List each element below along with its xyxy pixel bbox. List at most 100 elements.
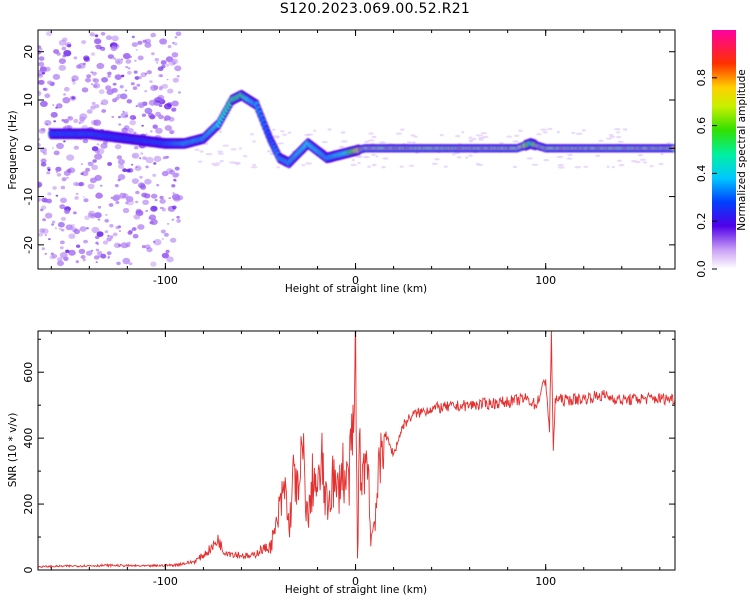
noise-blob bbox=[81, 40, 87, 45]
noise-blob bbox=[157, 66, 164, 72]
noise-blob bbox=[658, 162, 664, 166]
noise-blob bbox=[71, 96, 75, 100]
noise-blob bbox=[153, 155, 162, 162]
spectrogram-x-axis-label: Height of straight line (km) bbox=[285, 283, 427, 295]
noise-blob bbox=[81, 87, 89, 93]
y-tick-label: -20 bbox=[22, 236, 35, 254]
noise-blob bbox=[79, 226, 87, 232]
noise-blob bbox=[82, 258, 86, 262]
noise-blob bbox=[468, 136, 473, 139]
noise-blob bbox=[144, 42, 152, 48]
noise-blob bbox=[637, 154, 643, 157]
noise-blob bbox=[96, 148, 105, 155]
noise-blob bbox=[91, 101, 96, 106]
noise-blob bbox=[153, 162, 157, 165]
noise-blob bbox=[252, 163, 256, 167]
noise-blob bbox=[176, 215, 180, 219]
noise-blob bbox=[76, 64, 82, 69]
noise-blob bbox=[58, 58, 66, 64]
noise-blob bbox=[400, 128, 405, 131]
noise-blob bbox=[38, 56, 45, 61]
noise-blob bbox=[139, 175, 143, 179]
colorbar-ticks: 0.0 0.2 0.4 0.6 0.8 bbox=[695, 69, 717, 278]
noise-blob bbox=[125, 243, 131, 248]
noise-blob bbox=[151, 52, 155, 56]
snr-frame bbox=[37, 330, 676, 571]
noise-blob bbox=[234, 162, 241, 165]
noise-blob bbox=[82, 138, 89, 144]
noise-blob bbox=[281, 133, 288, 136]
noise-blob bbox=[156, 184, 160, 187]
noise-blob bbox=[55, 106, 58, 109]
noise-blob bbox=[171, 58, 179, 65]
snr-series-line bbox=[38, 331, 675, 569]
noise-blob bbox=[63, 119, 69, 124]
noise-blob bbox=[118, 164, 125, 169]
noise-blob bbox=[149, 114, 156, 120]
y-tick-label: -10 bbox=[22, 188, 35, 206]
noise-blob bbox=[127, 128, 134, 133]
noise-blob bbox=[115, 225, 120, 230]
noise-blob bbox=[571, 131, 576, 135]
noise-blob bbox=[73, 228, 81, 235]
noise-blob bbox=[125, 65, 129, 69]
snr-y-ticks: 0 200 400 600 bbox=[22, 338, 675, 574]
colorbar-tick-label: 0.2 bbox=[695, 212, 708, 230]
noise-blob bbox=[134, 146, 139, 150]
noise-blob bbox=[118, 123, 122, 126]
noise-blob bbox=[117, 159, 125, 165]
noise-blob bbox=[379, 141, 386, 144]
noise-blob bbox=[60, 185, 66, 190]
noise-blob bbox=[141, 192, 148, 198]
noise-blob bbox=[42, 72, 45, 75]
noise-blob bbox=[134, 59, 137, 62]
noise-blob bbox=[51, 220, 56, 224]
noise-blob bbox=[475, 134, 483, 137]
noise-blob bbox=[110, 64, 118, 70]
noise-blob bbox=[277, 142, 284, 145]
noise-blob bbox=[58, 39, 67, 46]
noise-blob bbox=[45, 212, 53, 219]
noise-blob bbox=[42, 218, 46, 222]
noise-blob bbox=[363, 155, 370, 159]
noise-blob bbox=[122, 110, 125, 113]
noise-blob bbox=[66, 154, 75, 161]
noise-blob bbox=[38, 128, 46, 134]
noise-blob bbox=[542, 131, 548, 134]
noise-blob bbox=[44, 234, 48, 236]
y-tick-label: 0 bbox=[22, 145, 35, 152]
noise-blob bbox=[144, 90, 148, 93]
x-tick-label: -100 bbox=[153, 274, 178, 287]
noise-blob bbox=[575, 132, 583, 135]
noise-blob bbox=[156, 61, 159, 64]
noise-blob bbox=[131, 178, 139, 185]
noise-blob bbox=[243, 155, 248, 158]
noise-blob bbox=[557, 163, 564, 167]
noise-blob bbox=[630, 160, 638, 163]
noise-blob bbox=[338, 145, 345, 148]
noise-blob bbox=[171, 52, 179, 58]
noise-blob bbox=[116, 261, 121, 266]
noise-blob bbox=[47, 80, 53, 85]
noise-blob bbox=[616, 131, 621, 134]
noise-blob bbox=[135, 166, 138, 168]
noise-blob bbox=[78, 122, 81, 124]
noise-blob bbox=[153, 241, 156, 243]
noise-blob bbox=[160, 60, 167, 65]
noise-blob bbox=[465, 156, 469, 159]
noise-blob bbox=[90, 105, 96, 110]
noise-blob bbox=[171, 184, 176, 188]
noise-blob bbox=[205, 152, 213, 156]
noise-blob bbox=[140, 152, 144, 155]
noise-blob bbox=[118, 116, 121, 119]
noise-blob bbox=[639, 158, 647, 161]
noise-blob bbox=[126, 70, 132, 75]
noise-blob bbox=[40, 158, 47, 164]
noise-blob bbox=[175, 31, 182, 37]
noise-blob bbox=[165, 249, 170, 254]
colorbar-tick-label: 0.6 bbox=[695, 117, 708, 135]
noise-blob bbox=[197, 160, 203, 163]
noise-blob bbox=[132, 233, 139, 239]
noise-blob bbox=[125, 114, 128, 118]
noise-blob bbox=[40, 205, 47, 210]
